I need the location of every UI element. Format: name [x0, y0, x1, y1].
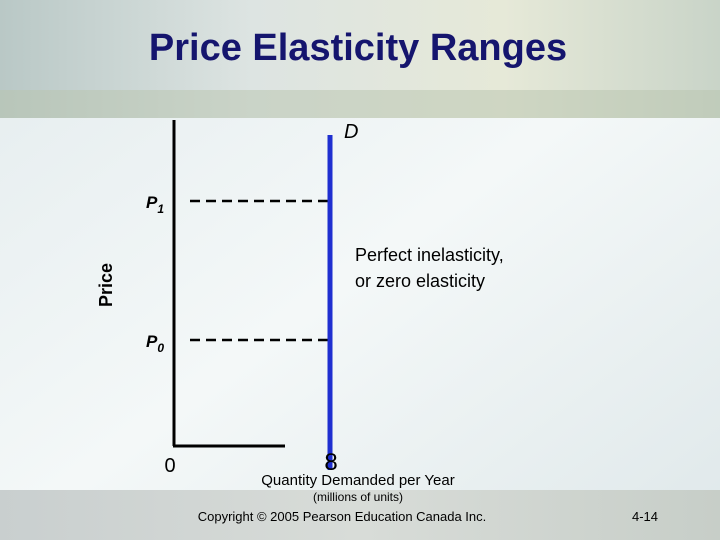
price-label: P1: [146, 193, 164, 216]
origin-label: 0: [164, 455, 175, 477]
quantity-label: 8: [324, 449, 337, 476]
annotation-line: or zero elasticity: [355, 271, 485, 291]
price-subscript: 1: [157, 202, 164, 216]
page-number: 4-14: [632, 509, 658, 524]
price-letter: P: [146, 193, 158, 212]
price-subscript: 0: [157, 341, 164, 355]
x-axis-unit: (millions of units): [313, 490, 403, 504]
price-label: P0: [146, 332, 164, 355]
header-strip: [0, 90, 720, 118]
copyright: Copyright © 2005 Pearson Education Canad…: [198, 509, 487, 524]
x-axis-label: Quantity Demanded per Year: [261, 472, 454, 489]
footer-band: [0, 490, 720, 540]
slide-title: Price Elasticity Ranges: [149, 27, 567, 69]
y-axis-label: Price: [96, 263, 116, 307]
price-letter: P: [146, 332, 158, 351]
curve-label: D: [344, 121, 358, 143]
annotation-line: Perfect inelasticity,: [355, 245, 504, 265]
